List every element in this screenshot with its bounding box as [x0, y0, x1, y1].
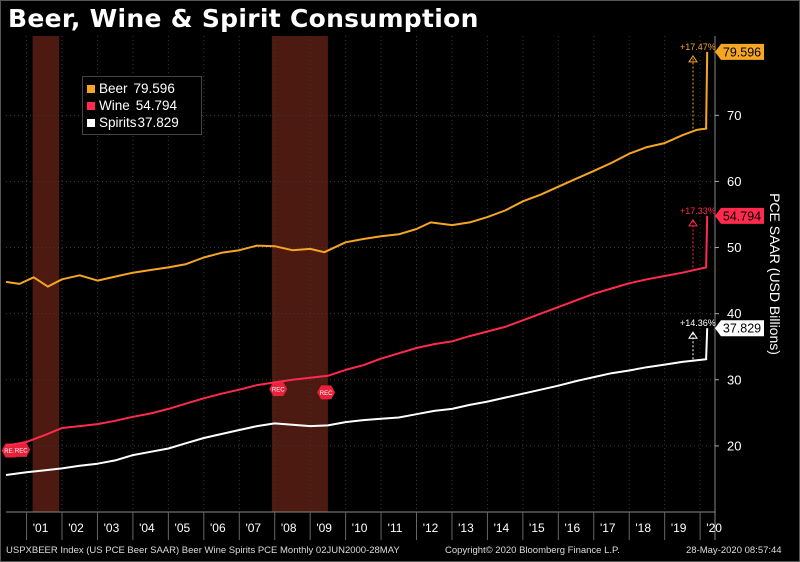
- x-tick-label: '12: [423, 521, 439, 535]
- x-tick-label: '06: [210, 521, 226, 535]
- y-tick-label: 60: [727, 174, 741, 189]
- x-tick-label: '18: [635, 521, 651, 535]
- x-tick-label: '19: [671, 521, 687, 535]
- change-arrowhead-beer: [688, 54, 698, 63]
- recession-band: [32, 36, 60, 512]
- recession-marker: REC: [317, 385, 336, 400]
- last-value-tag-beer: 79.596: [715, 43, 764, 60]
- last-value-tag-bg-beer: [715, 43, 764, 60]
- legend-swatch-wine: [87, 101, 95, 110]
- legend-label-spirits: Spirits: [99, 115, 137, 130]
- change-label-beer: +17.47%: [680, 42, 716, 52]
- legend-item-wine: Wine 54.794: [87, 97, 197, 114]
- last-value-tag-wine: 54.794: [715, 207, 764, 224]
- x-tick-label: '11: [388, 521, 403, 535]
- recession-marker: REC: [12, 442, 31, 457]
- x-tick-label: '17: [600, 521, 616, 535]
- x-tick-label: '20: [706, 521, 722, 535]
- last-value-tag-bg-wine: [715, 207, 764, 224]
- recession-marker-label: REC: [272, 388, 285, 394]
- last-value-tag-spirits: 37.829: [715, 320, 764, 337]
- recession-marker-label: REC: [15, 448, 28, 454]
- recession-marker-shape: [12, 442, 31, 457]
- legend-value-spirits: 37.829: [137, 115, 179, 130]
- x-tick-label: '15: [529, 521, 545, 535]
- legend-swatch-beer: [87, 84, 95, 93]
- footer-copyright: Copyright© 2020 Bloomberg Finance L.P.: [445, 545, 620, 556]
- x-tick-label: '07: [245, 521, 261, 535]
- x-tick-label: '13: [458, 521, 474, 535]
- recession-marker-label: REC: [320, 391, 333, 397]
- legend-label-wine: Wine: [99, 98, 130, 113]
- x-tick-label: '14: [494, 521, 510, 535]
- y-tick-label: 30: [727, 372, 741, 387]
- recession-band: [271, 36, 328, 512]
- series-line-wine: [5, 215, 709, 447]
- legend-item-beer: Beer 79.596: [87, 80, 197, 97]
- change-label-wine: +17.33%: [680, 206, 716, 216]
- last-value-tag-text-beer: 79.596: [723, 45, 761, 59]
- x-tick-label: '02: [68, 521, 84, 535]
- last-value-tag-text-wine: 54.794: [723, 209, 761, 223]
- recession-marker: REC: [269, 382, 288, 397]
- x-tick-label: '08: [281, 521, 297, 535]
- series-line-beer: [5, 51, 709, 288]
- last-value-tag-bg-spirits: [715, 320, 764, 337]
- y-tick-label: 40: [727, 306, 741, 321]
- legend-item-spirits: Spirits 37.829: [87, 114, 197, 131]
- x-tick-label: '10: [352, 521, 368, 535]
- legend-value-beer: 79.596: [133, 81, 175, 96]
- change-arrowhead-wine: [688, 218, 698, 227]
- chart-title: Beer, Wine & Spirit Consumption: [8, 4, 479, 33]
- y-tick-label: 70: [727, 108, 741, 123]
- change-label-spirits: +14.36%: [680, 318, 716, 328]
- change-arrowhead-spirits: [688, 331, 698, 339]
- y-tick-label: 20: [727, 438, 741, 453]
- series-line-spirits: [5, 328, 709, 476]
- legend: Beer 79.596 Wine 54.794 Spirits 37.829: [82, 76, 202, 135]
- y-axis-title: PCE SAAR (USD Billions): [767, 193, 783, 355]
- x-tick-label: '05: [175, 521, 191, 535]
- y-tick-label: 50: [727, 240, 741, 255]
- legend-value-wine: 54.794: [135, 98, 178, 113]
- recession-marker-label: REC: [4, 449, 17, 455]
- x-tick-label: '04: [139, 521, 155, 535]
- x-tick-label: '01: [33, 521, 49, 535]
- legend-swatch-spirits: [87, 118, 95, 127]
- footer-source: USPXBEER Index (US PCE Beer SAAR) Beer W…: [6, 545, 400, 556]
- x-tick-label: '09: [316, 521, 332, 535]
- recession-marker-shape: [269, 382, 288, 397]
- x-tick-label: '16: [564, 521, 580, 535]
- footer-timestamp: 28-May-2020 08:57:44: [686, 545, 782, 556]
- legend-label-beer: Beer: [99, 81, 128, 96]
- last-value-tag-text-spirits: 37.829: [723, 322, 761, 336]
- x-tick-label: '03: [104, 521, 120, 535]
- recession-marker-shape: [317, 385, 336, 400]
